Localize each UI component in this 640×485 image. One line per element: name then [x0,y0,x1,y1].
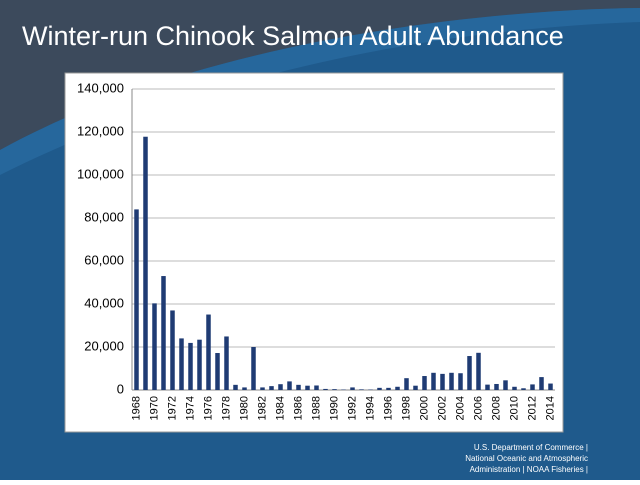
bar [134,209,139,390]
bar [503,380,508,390]
bar [188,343,193,390]
bar [449,373,454,390]
x-tick-label: 1982 [256,396,268,420]
footer-line: U.S. Department of Commerce | [474,443,588,452]
bar [548,384,553,390]
bar [215,353,220,390]
bar [350,387,355,390]
bar [485,385,490,390]
bar [260,387,265,390]
x-tick-label: 1988 [310,396,322,420]
x-tick-label: 1972 [166,396,178,420]
bar [251,347,256,390]
y-tick-label: 40,000 [84,295,124,310]
bar [233,385,238,390]
x-tick-label: 1976 [202,396,214,420]
x-tick-label: 2004 [454,396,466,420]
x-tick-label: 2008 [490,396,502,420]
bar [179,338,184,390]
x-tick-label: 1996 [382,396,394,420]
bar [431,373,436,390]
bar [242,387,247,390]
bar [422,376,427,390]
bar [332,389,337,390]
bar [296,385,301,390]
x-tick-label: 2012 [526,396,538,420]
bar [305,386,310,390]
bar [161,276,166,390]
x-tick-label: 1990 [328,396,340,420]
bar [206,315,211,390]
x-tick-label: 1984 [274,396,286,420]
bar [269,386,274,390]
bar [197,340,202,390]
y-tick-label: 20,000 [84,338,124,353]
slide-title: Winter-run Chinook Salmon Adult Abundanc… [22,21,564,51]
footer-line: National Oceanic and Atmospheric [465,454,588,463]
y-tick-label: 120,000 [77,123,124,138]
x-tick-label: 2010 [508,396,520,420]
y-tick-label: 100,000 [77,166,124,181]
x-tick-label: 2002 [436,396,448,420]
footer-line: Administration | NOAA Fisheries | [470,465,588,474]
bar [278,384,283,390]
x-tick-label: 1994 [364,396,376,420]
x-tick-label: 1986 [292,396,304,420]
bar [395,387,400,390]
bar [458,373,463,390]
bar [467,356,472,390]
bar [512,387,517,390]
bar [521,388,526,390]
bar [476,353,481,390]
bar [530,384,535,390]
y-tick-label: 60,000 [84,252,124,267]
bar [170,310,175,390]
x-tick-label: 1992 [346,396,358,420]
bar [440,374,445,390]
x-tick-label: 1970 [148,396,160,420]
bar [539,377,544,390]
bar [386,388,391,390]
y-tick-label: 0 [117,381,124,396]
y-tick-label: 140,000 [77,80,124,95]
y-tick-label: 80,000 [84,209,124,224]
x-tick-label: 1980 [238,396,250,420]
bar [143,137,148,390]
bar [377,388,382,390]
x-tick-label: 1974 [184,396,196,420]
x-tick-label: 1998 [400,396,412,420]
bar [323,389,328,390]
bar [314,385,319,390]
chart-area [65,73,563,432]
x-tick-label: 2014 [544,396,556,420]
bar [494,384,499,390]
x-tick-label: 2000 [418,396,430,420]
bar [413,386,418,390]
x-tick-label: 1968 [130,396,142,420]
bar [152,303,157,390]
bar [359,389,364,390]
x-tick-label: 2006 [472,396,484,420]
bar [287,381,292,390]
x-tick-label: 1978 [220,396,232,420]
bar [224,336,229,390]
bar [404,378,409,390]
